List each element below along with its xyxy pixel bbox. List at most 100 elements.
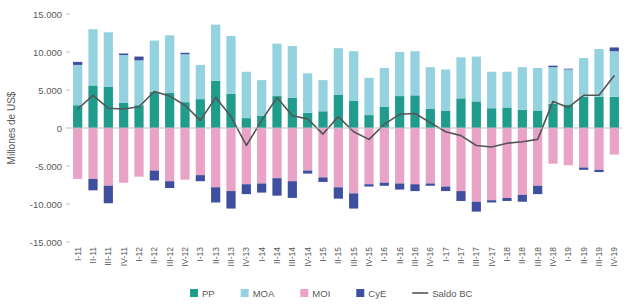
y-tick bbox=[66, 242, 70, 243]
legend-label: MOA bbox=[253, 288, 275, 299]
y-tick bbox=[66, 14, 70, 15]
x-tick-label: II-17 bbox=[456, 247, 466, 264]
y-tick bbox=[66, 204, 70, 205]
bar-segment bbox=[502, 128, 511, 198]
bar-segment bbox=[610, 97, 619, 128]
bar-segment bbox=[303, 113, 312, 128]
x-tick-label: IV-13 bbox=[241, 247, 251, 267]
x-tick-label: IV-19 bbox=[609, 247, 619, 267]
x-tick-label: III-17 bbox=[471, 247, 481, 267]
bar-segment bbox=[426, 67, 435, 109]
chart: -15.000-10.000-5.00005.00010.00015.000Mi… bbox=[0, 0, 630, 307]
legend-label: Saldo BC bbox=[432, 288, 472, 299]
bar-segment bbox=[518, 67, 527, 110]
bar-segment bbox=[211, 81, 220, 128]
x-tick-label: I-11 bbox=[73, 247, 83, 261]
y-tick-label: -15.000 bbox=[30, 237, 62, 248]
bar-segment bbox=[472, 128, 481, 202]
x-tick-label: I-19 bbox=[563, 247, 573, 262]
bar-segment bbox=[303, 128, 312, 171]
bar-segment bbox=[380, 183, 389, 186]
bar-segment bbox=[272, 128, 281, 178]
bar-segment bbox=[104, 186, 113, 203]
bar-segment bbox=[579, 128, 588, 168]
x-tick-label: III-15 bbox=[349, 247, 359, 267]
bar-segment bbox=[134, 60, 143, 105]
bar-segment bbox=[472, 101, 481, 128]
bar-segment bbox=[242, 128, 251, 184]
bar-segment bbox=[73, 128, 82, 179]
bar-segment bbox=[242, 72, 251, 118]
bar-segment bbox=[211, 187, 220, 202]
x-tick-label: I-18 bbox=[502, 247, 512, 262]
x-tick-label: III-13 bbox=[226, 247, 236, 267]
bar-segment bbox=[165, 128, 174, 181]
bar-segment bbox=[456, 57, 465, 98]
bar-segment bbox=[395, 128, 404, 183]
bar-segment bbox=[211, 25, 220, 81]
bar-segment bbox=[242, 118, 251, 128]
x-tick-label: II-15 bbox=[333, 247, 343, 264]
legend-swatch bbox=[190, 289, 198, 297]
bar-segment bbox=[441, 69, 450, 110]
bar-segment bbox=[134, 128, 143, 177]
bar-segment bbox=[104, 128, 113, 186]
bar-segment bbox=[395, 183, 404, 189]
bar-segment bbox=[134, 105, 143, 128]
x-tick-label: IV-14 bbox=[303, 247, 313, 267]
bar-segment bbox=[579, 168, 588, 170]
bar-segment bbox=[318, 80, 327, 111]
x-tick-label: III-11 bbox=[103, 247, 113, 266]
bar-segment bbox=[196, 65, 205, 99]
bar-segment bbox=[73, 62, 82, 65]
bar-segment bbox=[303, 73, 312, 113]
bar-segment bbox=[594, 170, 603, 172]
x-tick-label: IV-15 bbox=[364, 247, 374, 267]
bar-segment bbox=[518, 110, 527, 128]
bar-segment bbox=[288, 128, 297, 181]
x-tick-label: III-19 bbox=[594, 247, 604, 267]
bar-segment bbox=[180, 54, 189, 102]
legend-label: PP bbox=[202, 288, 215, 299]
x-tick-label: I-16 bbox=[379, 247, 389, 262]
bar-segment bbox=[257, 80, 266, 116]
x-tick-label: III-16 bbox=[410, 247, 420, 267]
y-axis-title: Millones de US$ bbox=[6, 91, 17, 164]
x-tick-label: II-19 bbox=[579, 247, 589, 264]
bar-segment bbox=[594, 97, 603, 128]
bar-segment bbox=[88, 85, 97, 128]
bar-segment bbox=[364, 115, 373, 128]
x-tick-label: II-16 bbox=[395, 247, 405, 264]
bar-segment bbox=[502, 72, 511, 108]
bar-segment bbox=[410, 95, 419, 128]
bar-segment bbox=[472, 57, 481, 102]
x-tick-label: IV-12 bbox=[180, 247, 190, 267]
legend-swatch bbox=[412, 292, 428, 294]
bar-segment bbox=[610, 47, 619, 51]
bar-segment bbox=[410, 51, 419, 95]
plot-area bbox=[73, 25, 619, 212]
x-tick-label: I-17 bbox=[441, 247, 451, 262]
x-tick-label: II-18 bbox=[517, 247, 527, 264]
bar-segment bbox=[104, 32, 113, 87]
legend: PPMOAMOICyESaldo BC bbox=[190, 288, 473, 299]
bar-segment bbox=[119, 55, 128, 103]
bar-segment bbox=[119, 128, 128, 183]
x-tick-label: IV-17 bbox=[487, 247, 497, 267]
y-tick bbox=[66, 90, 70, 91]
bar-segment bbox=[426, 183, 435, 185]
bar-segment bbox=[548, 128, 557, 164]
y-tick-label: 15.000 bbox=[33, 9, 62, 20]
x-tick-label: I-13 bbox=[195, 247, 205, 262]
bar-segment bbox=[318, 111, 327, 128]
bar-segment bbox=[487, 128, 496, 200]
bar-segment bbox=[441, 187, 450, 192]
bar-segment bbox=[502, 198, 511, 201]
bar-segment bbox=[318, 177, 327, 182]
bar-segment bbox=[150, 128, 159, 171]
bar-segment bbox=[487, 200, 496, 202]
bar-segment bbox=[533, 111, 542, 128]
bar-segment bbox=[349, 101, 358, 128]
bar-segment bbox=[579, 97, 588, 128]
bar-segment bbox=[165, 35, 174, 93]
